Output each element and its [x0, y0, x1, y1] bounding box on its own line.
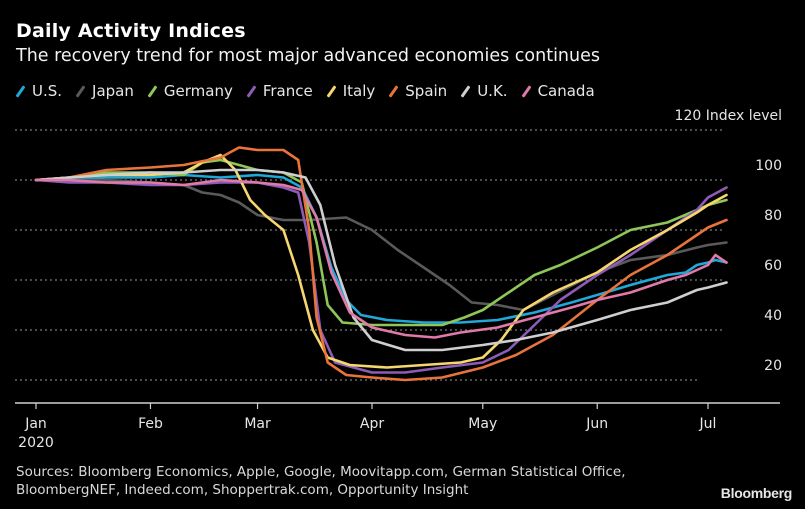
series-line-canada: [34, 178, 728, 339]
series-line-spain: [34, 146, 728, 382]
line-chart: 20 40 60 80 100 120 Index level Jan 2020 Feb Mar…: [15, 108, 782, 451]
legend-label: France: [262, 82, 313, 100]
chart-subtitle: The recovery trend for most major advanc…: [16, 46, 600, 66]
legend-label: U.S.: [32, 82, 63, 100]
y-tick-label-80: 80: [764, 208, 782, 224]
y-tick-label-20: 20: [764, 358, 782, 374]
chart-title: Daily Activity Indices: [16, 20, 246, 42]
legend-item-germany: Germany: [147, 82, 233, 100]
sources-line-1: Sources: Bloomberg Economics, Apple, Goo…: [16, 464, 626, 480]
legend-label: Germany: [163, 82, 233, 100]
series-lines: [34, 146, 728, 382]
legend-label: Spain: [405, 82, 448, 100]
series-line-japan: [34, 178, 728, 312]
legend-label: U.K.: [477, 82, 508, 100]
x-tick-label-jan: Jan: [24, 416, 47, 432]
legend-item-japan: Japan: [75, 82, 134, 100]
y-tick-label-60: 60: [764, 258, 782, 274]
series-line-us: [34, 173, 728, 324]
x-tick-label-mar: Mar: [244, 416, 271, 432]
legend-item-uk: U.K.: [460, 82, 508, 100]
legend-label: Italy: [342, 82, 376, 100]
x-tick-label-jun: Jun: [585, 416, 608, 432]
y-axis-labels: 20 40 60 80 100 120 Index level: [675, 108, 782, 374]
series-line-uk: [34, 168, 728, 352]
x-tick-label-feb: Feb: [138, 416, 163, 432]
y-tick-label-120: 120 Index level: [675, 108, 782, 124]
y-tick-label-100: 100: [755, 158, 782, 174]
legend-label: Japan: [92, 82, 134, 100]
legend-item-us: U.S.: [15, 82, 63, 100]
y-tick-label-40: 40: [764, 308, 782, 324]
sources-note: Sources: Bloomberg Economics, Apple, Goo…: [16, 463, 696, 499]
x-axis: Jan 2020 Feb Mar Apr May Jun Jul: [15, 402, 780, 451]
x-year-label: 2020: [18, 435, 54, 451]
legend-item-canada: Canada: [521, 82, 595, 100]
gridlines: [15, 129, 722, 381]
sources-line-2: BloombergNEF, Indeed.com, Shoppertrak.co…: [16, 482, 469, 498]
legend-item-france: France: [246, 82, 313, 100]
bloomberg-logo: Bloomberg: [720, 485, 793, 501]
legend-item-spain: Spain: [388, 82, 448, 100]
legend-item-italy: Italy: [326, 82, 376, 100]
legend-label: Canada: [537, 82, 595, 100]
legend: U.S. Japan Germany France Italy Spain U.K. Cana…: [15, 82, 609, 100]
x-tick-label-jul: Jul: [699, 416, 717, 432]
x-tick-label-may: May: [468, 416, 497, 432]
x-tick-label-apr: Apr: [360, 416, 384, 432]
series-line-italy: [34, 153, 728, 369]
